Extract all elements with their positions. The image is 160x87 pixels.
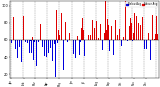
Bar — [99, 33, 100, 40]
Bar — [150, 40, 151, 60]
Bar — [59, 35, 60, 40]
Bar — [30, 40, 31, 41]
Bar — [103, 23, 104, 40]
Bar — [88, 35, 89, 40]
Bar — [44, 40, 45, 56]
Bar — [100, 24, 101, 40]
Bar — [17, 40, 18, 58]
Bar — [117, 35, 118, 40]
Bar — [52, 40, 53, 61]
Bar — [51, 40, 52, 70]
Bar — [54, 40, 55, 44]
Bar — [104, 33, 105, 40]
Bar — [111, 26, 112, 40]
Bar — [81, 28, 82, 40]
Bar — [155, 34, 156, 40]
Bar — [40, 24, 41, 40]
Bar — [98, 38, 99, 40]
Bar — [69, 33, 70, 40]
Bar — [130, 18, 131, 40]
Bar — [19, 40, 20, 47]
Bar — [94, 28, 95, 40]
Bar — [42, 40, 43, 47]
Bar — [142, 17, 143, 40]
Bar — [133, 33, 134, 40]
Bar — [38, 40, 39, 42]
Bar — [25, 40, 26, 42]
Bar — [123, 37, 124, 40]
Bar — [16, 40, 17, 69]
Bar — [119, 29, 120, 40]
Bar — [82, 18, 83, 40]
Bar — [146, 40, 147, 49]
Bar — [33, 40, 34, 60]
Bar — [116, 40, 117, 78]
Bar — [55, 40, 56, 77]
Bar — [151, 40, 152, 49]
Bar — [60, 40, 61, 69]
Legend: Below Avg, Above Avg: Below Avg, Above Avg — [125, 2, 158, 7]
Bar — [12, 40, 13, 44]
Bar — [15, 40, 16, 49]
Bar — [106, 30, 107, 40]
Bar — [29, 40, 30, 53]
Bar — [121, 40, 122, 46]
Bar — [11, 40, 12, 43]
Bar — [73, 40, 74, 54]
Bar — [140, 25, 141, 40]
Bar — [78, 13, 79, 40]
Bar — [63, 40, 64, 70]
Bar — [125, 1, 126, 40]
Bar — [65, 22, 66, 40]
Bar — [57, 40, 58, 43]
Bar — [134, 13, 135, 40]
Bar — [107, 19, 108, 40]
Bar — [144, 40, 145, 49]
Bar — [21, 40, 22, 62]
Bar — [23, 16, 24, 40]
Bar — [109, 40, 110, 51]
Bar — [112, 1, 113, 40]
Bar — [34, 40, 35, 42]
Bar — [147, 30, 148, 40]
Bar — [129, 26, 130, 40]
Bar — [154, 39, 155, 40]
Bar — [108, 25, 109, 40]
Bar — [156, 16, 157, 40]
Bar — [48, 40, 49, 54]
Bar — [47, 40, 48, 47]
Bar — [102, 40, 103, 50]
Bar — [75, 40, 76, 58]
Bar — [148, 33, 149, 40]
Bar — [61, 13, 62, 40]
Bar — [115, 20, 116, 40]
Bar — [92, 20, 93, 40]
Bar — [77, 36, 78, 40]
Bar — [138, 23, 139, 40]
Bar — [64, 39, 65, 40]
Bar — [67, 40, 68, 42]
Bar — [90, 35, 91, 40]
Bar — [157, 34, 158, 40]
Bar — [46, 40, 47, 57]
Bar — [13, 17, 14, 40]
Bar — [113, 40, 114, 55]
Bar — [85, 28, 86, 40]
Bar — [96, 21, 97, 40]
Bar — [56, 10, 57, 40]
Bar — [152, 15, 153, 40]
Bar — [50, 40, 51, 48]
